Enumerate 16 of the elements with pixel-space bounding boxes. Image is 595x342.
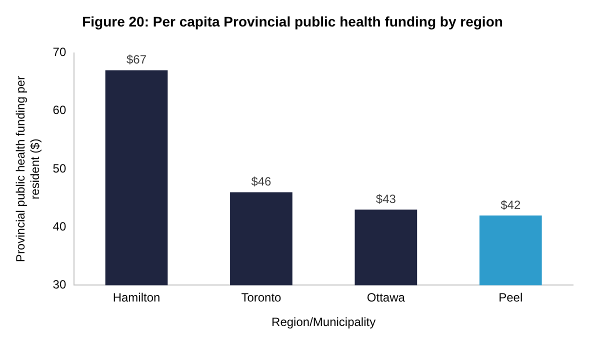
x-tick-label: Hamilton xyxy=(112,290,160,305)
x-axis-title: Region/Municipality xyxy=(272,315,376,330)
y-tick-label: 50 xyxy=(52,161,66,176)
data-label: $46 xyxy=(251,174,272,189)
y-tick-label: 40 xyxy=(52,219,66,234)
y-axis-title: Provincial public health funding per resident ($) xyxy=(14,76,42,262)
y-tick-label: 70 xyxy=(52,45,66,60)
chart-title: Figure 20: Per capita Provincial public health funding by region xyxy=(82,13,503,30)
x-tick-label: Toronto xyxy=(241,290,282,305)
data-label: $43 xyxy=(376,192,396,206)
y-tick-label: 60 xyxy=(52,103,66,118)
y-tick-label: 30 xyxy=(52,278,66,292)
x-tick-label: Ottawa xyxy=(366,290,406,305)
data-label: $67 xyxy=(126,52,147,67)
data-label: $42 xyxy=(500,198,521,212)
x-tick-label: Peel xyxy=(498,290,523,305)
